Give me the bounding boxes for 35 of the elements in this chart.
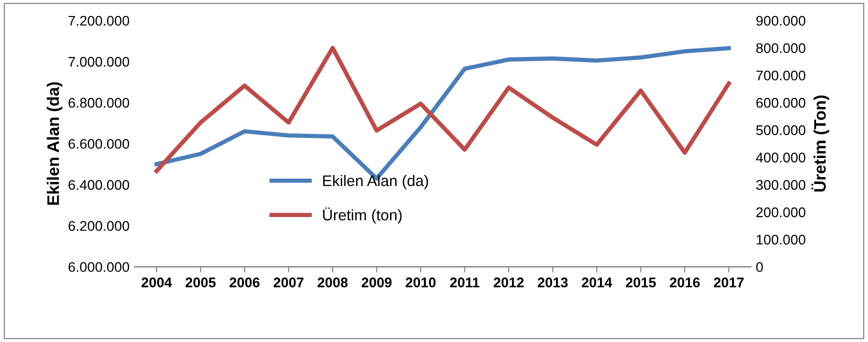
y2-tick-label: 700.000 — [756, 70, 806, 80]
legend-label: Üretim (ton) — [323, 208, 402, 224]
x-tick-label: 2007 — [274, 278, 304, 288]
y-tick-label: 6.600.000 — [68, 138, 130, 149]
y-tick-label: 6.000.000 — [68, 262, 130, 272]
x-tick-label: 2012 — [494, 278, 524, 288]
y-tick-label: 7.200.000 — [68, 16, 130, 26]
y2-tick-label: 200.000 — [756, 207, 806, 218]
y2-tick-label: 0 — [756, 262, 763, 272]
x-tick-label: 2016 — [670, 278, 700, 288]
y-tick-label: 6.400.000 — [68, 180, 130, 190]
y-tick-label: 6.800.000 — [68, 98, 130, 108]
y2-tick-label: 500.000 — [756, 125, 806, 136]
y2-tick-label: 800.000 — [756, 43, 806, 54]
y-tick-label: 7.000.000 — [68, 56, 130, 67]
y2-tick-label: 400.000 — [756, 152, 806, 162]
x-tick-label: 2015 — [626, 278, 656, 288]
x-tick-label: 2010 — [406, 278, 436, 288]
y2-tick-label: 300.000 — [756, 180, 806, 190]
y-axis-title: Ekilen Alan (da) — [46, 82, 62, 205]
x-tick-label: 2005 — [186, 278, 216, 288]
x-tick-label: 2006 — [230, 278, 260, 288]
y2-tick-label: 900.000 — [756, 16, 806, 26]
legend-label: Ekilen Alan (da) — [323, 174, 428, 190]
x-tick-label: 2008 — [318, 278, 348, 288]
x-tick-label: 2009 — [362, 278, 392, 288]
y2-tick-label: 100.000 — [756, 234, 806, 245]
x-tick-label: 2017 — [714, 278, 744, 288]
x-tick-label: 2011 — [450, 278, 480, 288]
x-tick-label: 2013 — [538, 278, 568, 288]
y-tick-label: 6.200.000 — [68, 221, 130, 231]
y2-tick-label: 600.000 — [756, 98, 806, 108]
y2-axis-title: Üretim (Ton) — [811, 96, 830, 192]
x-tick-label: 2004 — [142, 278, 172, 288]
x-tick-label: 2014 — [582, 278, 612, 288]
